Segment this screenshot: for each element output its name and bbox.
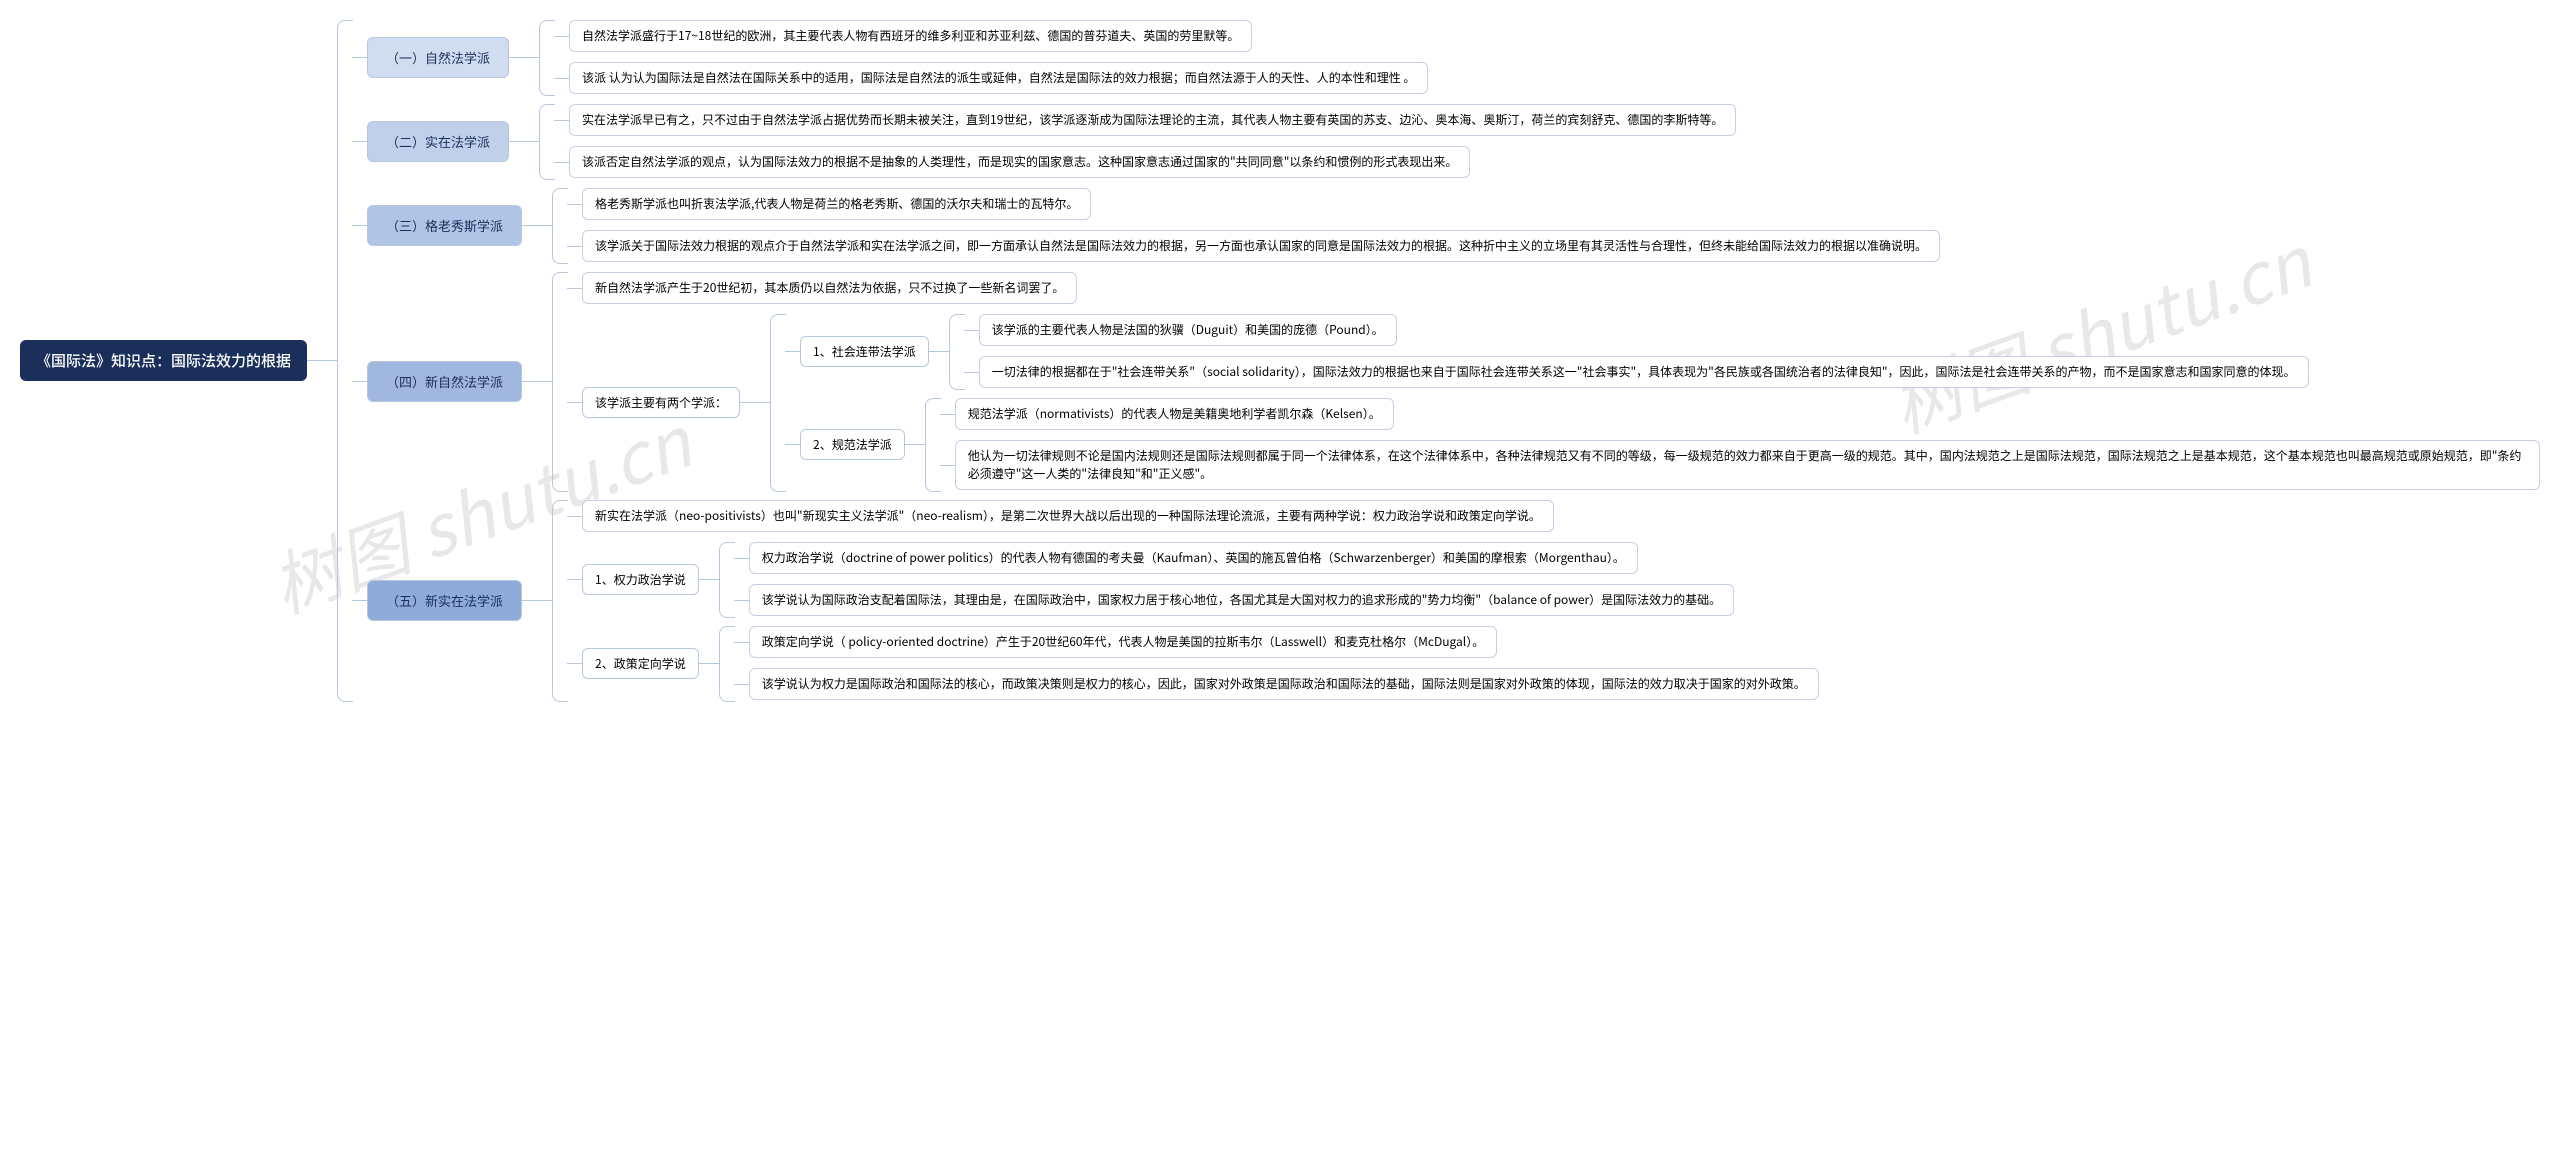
school-5-sub-2-detail-0: 政策定向学说（ policy-oriented doctrine）产生于20世纪… xyxy=(749,626,1498,658)
mindmap-container: 《国际法》知识点：国际法效力的根据 （一）自然法学派 自然法学派盛行于17~18… xyxy=(20,20,2540,700)
school-3-node: （三）格老秀斯学派 xyxy=(367,205,522,246)
school-4-sub-1: 1、社会连带法学派 xyxy=(800,336,929,367)
school-5-intro: 新实在法学派（neo-positivists）也叫"新现实主义法学派"（neo-… xyxy=(582,500,1554,532)
school-4-sub-1-detail-1: 一切法律的根据都在于"社会连带关系"（social solidarity），国际… xyxy=(979,356,2309,388)
school-5-sub-2-detail-1: 该学说认为权力是国际政治和国际法的核心，而政策决策则是权力的核心，因此，国家对外… xyxy=(749,668,1819,700)
school-4-node: （四）新自然法学派 xyxy=(367,361,522,402)
root-node: 《国际法》知识点：国际法效力的根据 xyxy=(20,340,307,381)
school-4-subtitle: 该学派主要有两个学派： xyxy=(582,387,740,418)
school-5-sub-1: 1、权力政治学说 xyxy=(582,564,699,595)
school-5-sub-2: 2、政策定向学说 xyxy=(582,648,699,679)
school-5-node: （五）新实在法学派 xyxy=(367,580,522,621)
school-5-sub-1-detail-0: 权力政治学说（doctrine of power politics）的代表人物有… xyxy=(749,542,1638,574)
school-3-detail-0: 格老秀斯学派也叫折衷法学派,代表人物是荷兰的格老秀斯、德国的沃尔夫和瑞士的瓦特尔… xyxy=(582,188,1091,220)
school-4-intro: 新自然法学派产生于20世纪初，其本质仍以自然法为依据，只不过换了一些新名词罢了。 xyxy=(582,272,1077,304)
school-3-detail-1: 该学派关于国际法效力根据的观点介于自然法学派和实在法学派之间，即一方面承认自然法… xyxy=(582,230,1940,262)
school-1-detail-0: 自然法学派盛行于17~18世纪的欧洲，其主要代表人物有西班牙的维多利亚和苏亚利兹… xyxy=(569,20,1252,52)
school-4-sub-1-detail-0: 该学派的主要代表人物是法国的狄骥（Duguit）和美国的庞德（Pound）。 xyxy=(979,314,1397,346)
school-1-node: （一）自然法学派 xyxy=(367,37,509,78)
school-4-sub-2: 2、规范法学派 xyxy=(800,429,905,460)
school-2-detail-0: 实在法学派早已有之，只不过由于自然法学派占据优势而长期未被关注，直到19世纪，该… xyxy=(569,104,1736,136)
school-4-sub-2-detail-0: 规范法学派（normativists）的代表人物是美籍奥地利学者凯尔森（Kels… xyxy=(955,398,1394,430)
level1-children: （一）自然法学派 自然法学派盛行于17~18世纪的欧洲，其主要代表人物有西班牙的… xyxy=(367,20,2540,700)
school-4-sub-2-detail-1: 他认为一切法律规则不论是国内法规则还是国际法规则都属于同一个法律体系，在这个法律… xyxy=(955,440,2540,490)
school-1-detail-1: 该派 认为认为国际法是自然法在国际关系中的适用，国际法是自然法的派生或延伸，自然… xyxy=(569,62,1428,94)
school-2-detail-1: 该派否定自然法学派的观点，认为国际法效力的根据不是抽象的人类理性，而是现实的国家… xyxy=(569,146,1470,178)
school-5-sub-1-detail-1: 该学说认为国际政治支配着国际法，其理由是，在国际政治中，国家权力居于核心地位，各… xyxy=(749,584,1734,616)
school-2-node: （二）实在法学派 xyxy=(367,121,509,162)
